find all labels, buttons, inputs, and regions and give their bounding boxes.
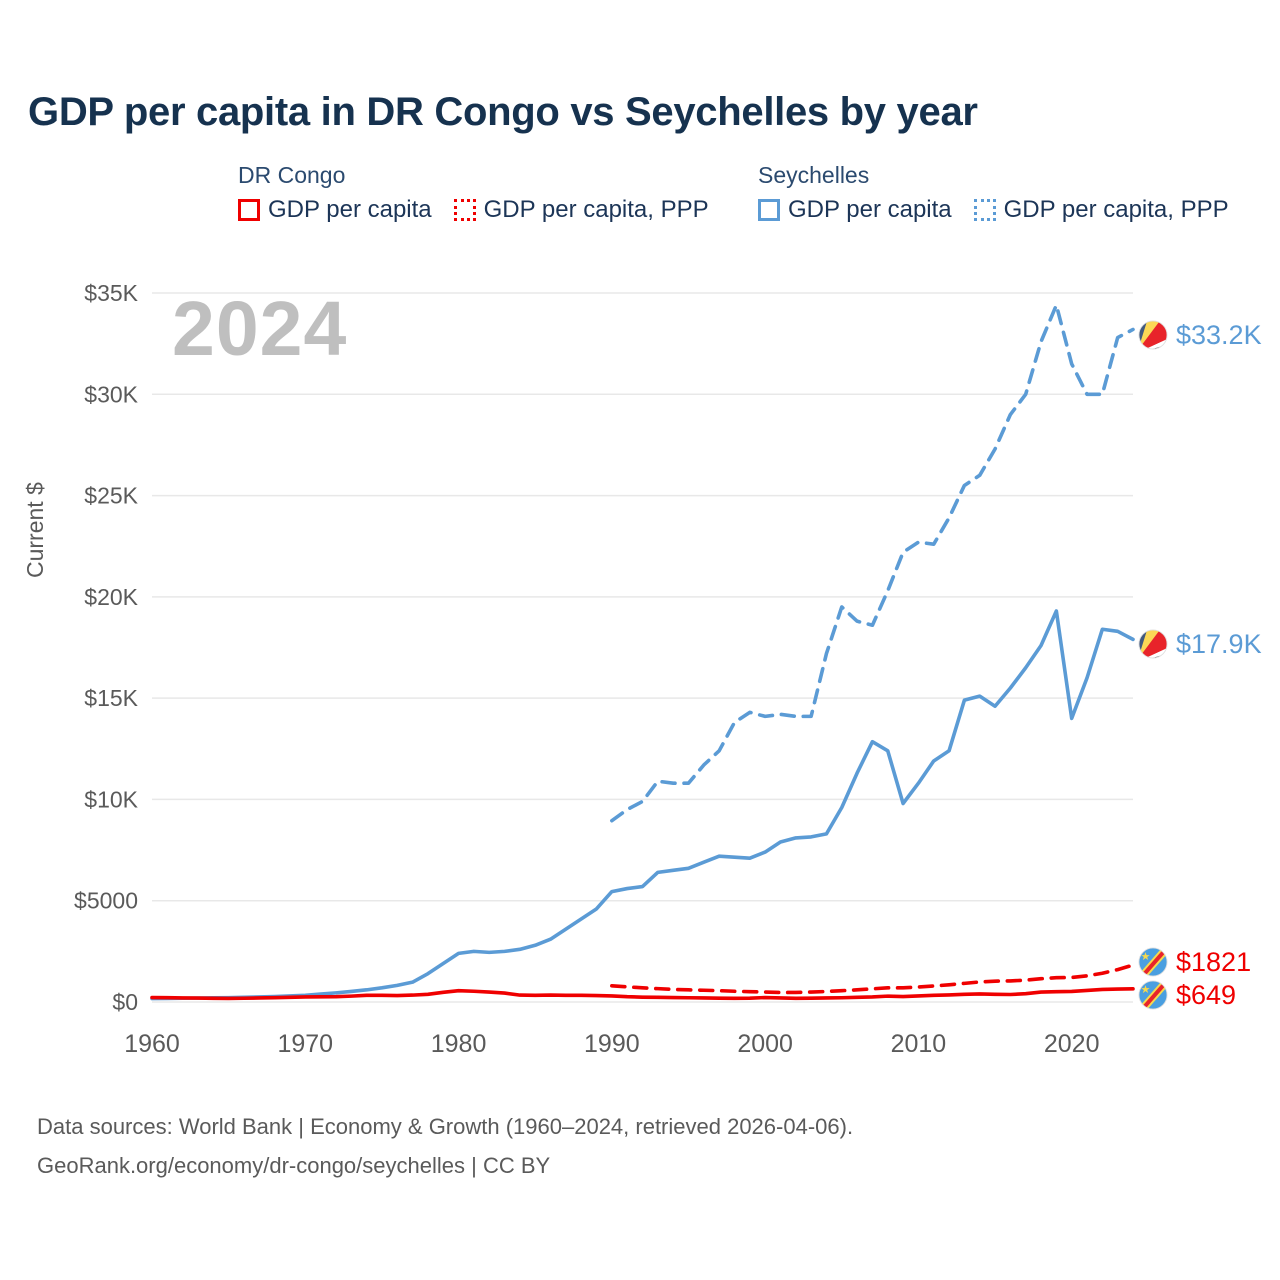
legend-item-drcongo-gdp[interactable]: GDP per capita [238, 198, 432, 222]
legend-group-dr-congo: DR Congo GDP per capita GDP per capita, … [238, 162, 709, 224]
y-axis-tick-label: $30K [84, 381, 138, 407]
year-watermark: 2024 [172, 286, 348, 372]
y-axis-tick-label: $5000 [74, 888, 138, 914]
series-line [610, 303, 1135, 823]
x-axis-tick-label: 1960 [124, 1030, 180, 1058]
end-label-dr-congo-ppp: $1821 [1138, 947, 1251, 977]
x-axis-tick-label: 2020 [1044, 1030, 1100, 1058]
legend-item-label: GDP per capita, PPP [483, 196, 709, 224]
x-axis-tick-label: 1990 [584, 1030, 640, 1058]
dr-congo-flag-icon [1138, 947, 1168, 977]
series-line [610, 963, 1135, 995]
end-label-dr-congo-gdp: $649 [1138, 980, 1236, 1010]
legend-item-drcongo-ppp[interactable]: GDP per capita, PPP [453, 196, 709, 224]
legend-country-label: DR Congo [238, 162, 346, 188]
dr-congo-flag-icon [1138, 980, 1168, 1010]
legend-swatch-solid-icon [238, 199, 260, 222]
y-axis-tick-label: $0 [112, 989, 138, 1015]
legend-item-label: GDP per capita, PPP [1003, 196, 1229, 224]
legend-item-seychelles-gdp[interactable]: GDP per capita [758, 198, 952, 222]
seychelles-flag-icon [1138, 629, 1168, 659]
y-axis-tick-label: $20K [84, 584, 138, 610]
y-axis-tick-label: $10K [84, 786, 138, 812]
page-title: GDP per capita in DR Congo vs Seychelles… [28, 90, 978, 134]
series-line [150, 609, 1135, 1001]
footer: Data sources: World Bank | Economy & Gro… [37, 1108, 853, 1185]
legend-group-seychelles: Seychelles GDP per capita GDP per capita… [758, 162, 1229, 224]
end-label-value: $649 [1176, 979, 1237, 1010]
line-chart-svg: $0 $5000 $10K $15K $20K $25K $30K $35K 1960 1970… [74, 280, 1135, 1058]
seychelles-flag-icon [1138, 320, 1168, 350]
x-axis-tick-label: 2000 [737, 1030, 793, 1058]
y-axis-tick-labels: $0 $5000 $10K $15K $20K $25K $30K $35K [74, 280, 139, 1015]
x-axis-tick-label: 2010 [891, 1030, 947, 1058]
legend-item-seychelles-ppp[interactable]: GDP per capita, PPP [973, 196, 1229, 224]
legend-country-label: Seychelles [758, 162, 870, 188]
chart-plot-area: $0 $5000 $10K $15K $20K $25K $30K $35K 1960 1970… [74, 280, 1135, 1058]
y-axis-tick-label: $15K [84, 685, 138, 711]
legend-item-label: GDP per capita [788, 196, 952, 224]
y-axis-tick-label: $25K [84, 483, 138, 509]
series-line [150, 987, 1135, 1001]
end-label-value: $33.2K [1176, 319, 1262, 350]
footer-data-sources: Data sources: World Bank | Economy & Gro… [37, 1114, 854, 1139]
gridlines [152, 292, 1133, 1003]
x-axis-tick-label: 1970 [277, 1030, 333, 1058]
legend-swatch-solid-icon [758, 199, 780, 222]
legend-swatch-dotted-icon [453, 199, 476, 222]
y-axis-tick-label: $35K [84, 280, 138, 306]
x-axis-tick-label: 1980 [431, 1030, 487, 1058]
end-label-seychelles-ppp: $33.2K [1138, 320, 1262, 350]
footer-attribution: GeoRank.org/economy/dr-congo/seychelles … [37, 1152, 551, 1178]
end-label-seychelles-gdp: $17.9K [1138, 629, 1262, 659]
end-label-value: $17.9K [1176, 628, 1262, 659]
legend-swatch-dotted-icon [973, 199, 996, 222]
legend-item-label: GDP per capita [268, 196, 432, 224]
end-label-value: $1821 [1176, 946, 1252, 977]
series-lines [150, 303, 1135, 1001]
x-axis-tick-labels: 1960 1970 1980 1990 2000 2010 2020 [124, 1030, 1099, 1058]
